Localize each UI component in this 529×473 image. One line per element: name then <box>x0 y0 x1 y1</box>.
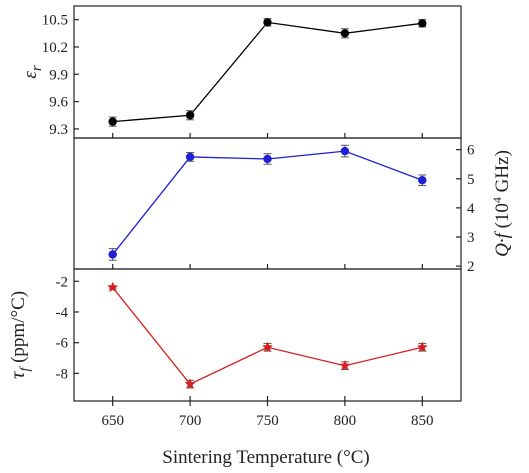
y-tick-label-qf: 4 <box>467 201 475 217</box>
y-tick-label-tf: -6 <box>56 336 69 352</box>
x-axis: 650 700 750 800 850 <box>101 401 434 429</box>
y-tick-label-tf: -4 <box>56 305 69 321</box>
x-tick-label: 800 <box>334 413 357 429</box>
y-tick-label-qf: 2 <box>467 259 475 275</box>
data-point-er <box>263 18 272 27</box>
data-point-er <box>185 111 195 120</box>
data-point-er <box>340 29 350 38</box>
x-tick-label: 700 <box>179 413 202 429</box>
x-tick-label: 650 <box>101 413 124 429</box>
data-point-qf <box>185 152 195 162</box>
series-line-tf <box>112 287 423 385</box>
y-tick-label-er: 10.5 <box>42 13 68 29</box>
data-point-qf <box>108 250 117 259</box>
data-point-tf <box>339 359 351 371</box>
y-tick-label-tf: -8 <box>56 366 69 382</box>
plot-frame-tf <box>73 268 462 402</box>
series-line-qf <box>112 150 423 255</box>
y-tick-label-tf: -2 <box>56 274 69 290</box>
panel-permittivity: 9.3 9.6 9.9 10.2 10.5 εr <box>20 5 462 139</box>
y-axis-title-qf: Q·f (104 GHz) <box>490 150 513 257</box>
y-axis-title-er: εr <box>20 65 45 79</box>
data-point-tf <box>184 378 196 389</box>
y-tick-label-qf: 5 <box>467 172 475 188</box>
panel-temperature-coefficient: -2 -4 -6 -8 τf (ppm/°C) <box>5 268 462 402</box>
y-tick-label-er: 10.2 <box>42 40 68 56</box>
data-point-tf <box>107 281 119 293</box>
x-tick-label: 750 <box>256 413 279 429</box>
data-point-er <box>418 19 427 28</box>
x-axis-title: Sintering Temperature (°C) <box>162 447 369 468</box>
data-point-er <box>108 117 117 126</box>
data-point-qf <box>418 176 427 185</box>
data-point-qf <box>263 154 272 164</box>
y-tick-label-qf: 6 <box>467 143 475 159</box>
series-line-er <box>112 21 423 123</box>
y-axis-title-tf: τf (ppm/°C) <box>5 291 33 379</box>
x-tick-label: 850 <box>411 413 434 429</box>
data-point-qf <box>340 146 350 156</box>
y-tick-label-er: 9.3 <box>49 122 68 138</box>
y-tick-label-qf: 3 <box>467 230 475 246</box>
y-tick-label-er: 9.9 <box>49 67 68 83</box>
panel-quality-factor: 2 3 4 5 6 Q·f (104 GHz) <box>73 137 513 275</box>
y-tick-label-er: 9.6 <box>49 95 68 111</box>
data-point-tf <box>261 341 274 353</box>
data-point-tf <box>416 341 428 353</box>
